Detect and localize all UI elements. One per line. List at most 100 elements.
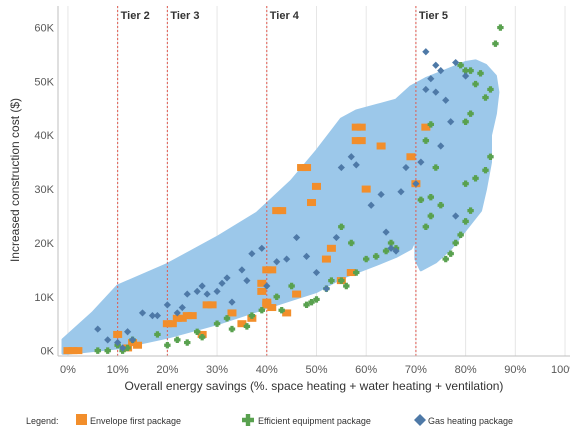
equipment-point: [462, 67, 469, 74]
equipment-point: [497, 24, 504, 31]
x-tick-label: 60%: [355, 364, 377, 376]
envelope-point: [297, 164, 307, 172]
gas-point: [367, 201, 375, 209]
equipment-point: [124, 344, 131, 352]
equipment-point: [104, 347, 111, 354]
equipment-point: [94, 347, 101, 354]
equipment-point: [422, 137, 430, 144]
gas-point: [387, 244, 395, 252]
equipment-point: [353, 269, 360, 276]
equipment-point: [387, 239, 395, 247]
legend-label-gas: Gas heating package: [428, 416, 513, 426]
y-tick-label: 50K: [34, 76, 54, 88]
equipment-point: [313, 296, 320, 303]
x-tick-label: 30%: [206, 364, 228, 376]
gas-point: [248, 250, 256, 258]
envelope-point: [421, 123, 431, 131]
gas-point: [238, 266, 246, 274]
equipment-point: [427, 212, 435, 220]
gas-point: [104, 336, 112, 344]
gas-point: [128, 336, 137, 344]
envelope-point: [63, 347, 73, 355]
gas-point: [432, 61, 440, 69]
equipment-point: [472, 175, 479, 182]
equipment-point: [467, 67, 474, 74]
envelope-point: [321, 255, 331, 263]
gas-point: [263, 282, 271, 290]
equipment-point: [457, 62, 464, 69]
equipment-point: [288, 282, 295, 290]
envelope-point: [167, 320, 177, 328]
envelope-point: [207, 301, 217, 309]
envelope-point: [376, 142, 386, 150]
equipment-point: [243, 323, 251, 330]
data-point-cloud: [61, 59, 500, 355]
envelope-point: [162, 320, 172, 328]
y-tick-label: 40K: [34, 130, 54, 142]
envelope-point: [326, 244, 336, 252]
envelope-point: [237, 320, 247, 328]
gas-point: [243, 277, 251, 285]
envelope-point: [73, 347, 83, 355]
gas-point: [412, 180, 420, 188]
envelope-point: [267, 266, 277, 274]
tier-label: Tier 4: [270, 10, 300, 22]
gas-point: [273, 258, 281, 266]
equipment-point: [328, 277, 335, 284]
equipment-point: [427, 193, 435, 201]
envelope-point: [133, 341, 143, 349]
tier-label: Tier 3: [170, 10, 199, 22]
legend-marker-gas: [414, 414, 426, 426]
equipment-point: [273, 293, 280, 300]
gas-point: [218, 279, 226, 287]
gas-point: [442, 96, 450, 104]
envelope-point: [187, 312, 197, 320]
gas-point: [203, 290, 211, 298]
equipment-point: [184, 339, 191, 346]
envelope-point: [311, 182, 321, 190]
x-tick-label: 10%: [107, 364, 129, 376]
tier-label: Tier 2: [121, 10, 150, 22]
gas-point: [283, 255, 291, 263]
gas-point: [138, 309, 147, 317]
gas-point: [422, 85, 430, 94]
equipment-point: [338, 223, 345, 230]
axes-layer: [57, 6, 570, 357]
equipment-point: [432, 164, 439, 171]
envelope-point: [361, 185, 371, 193]
gas-point: [447, 118, 455, 126]
equipment-point: [442, 255, 449, 263]
envelope-point: [177, 314, 187, 322]
equipment-point: [437, 202, 444, 209]
equipment-point: [462, 118, 469, 125]
equipment-point: [487, 153, 494, 160]
envelope-point: [346, 269, 356, 277]
gas-point: [397, 188, 405, 196]
equipment-point: [447, 250, 454, 257]
gas-point: [213, 287, 221, 295]
y-tick-label: 30K: [34, 184, 54, 196]
gas-point: [352, 161, 360, 169]
x-tick-labels: 0% 10% 20% 30% 40% 50% 60% 70% 80% 90% 100%: [60, 364, 570, 376]
equipment-point: [164, 342, 171, 349]
x-tick-label: 90%: [504, 364, 526, 376]
equipment-point: [482, 94, 489, 101]
envelope-point: [302, 164, 312, 172]
envelope-point: [292, 290, 302, 298]
gas-point: [178, 303, 186, 312]
x-tick-label: 50%: [305, 364, 327, 376]
envelope-point: [277, 207, 287, 215]
x-axis-title: Overall energy savings (%. space heating…: [125, 379, 504, 393]
gas-point: [119, 344, 127, 352]
gas-point: [148, 312, 157, 320]
gas-point: [392, 247, 400, 255]
equipment-point: [348, 239, 355, 247]
equipment-point: [462, 218, 469, 225]
gas-point: [198, 282, 206, 290]
equipment-point: [154, 331, 161, 338]
gas-point: [382, 228, 390, 236]
equipment-point: [482, 167, 489, 174]
y-axis-title: Increased construction cost ($): [8, 98, 22, 262]
data-cloud-layer: [61, 59, 500, 355]
gas-point: [94, 325, 102, 333]
